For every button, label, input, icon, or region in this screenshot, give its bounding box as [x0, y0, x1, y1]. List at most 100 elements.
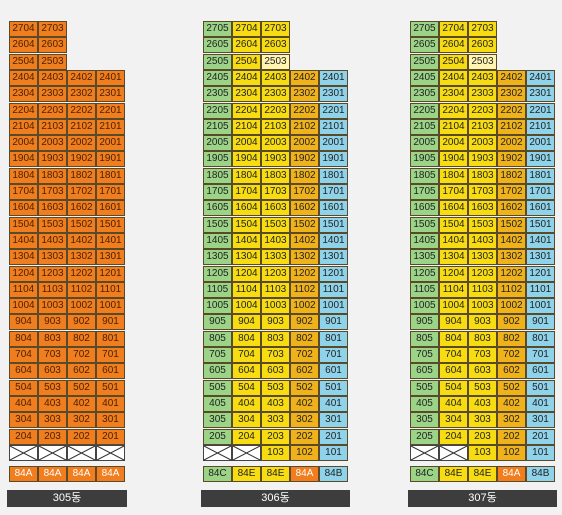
unit-cell: 1303: [468, 249, 497, 266]
unit-cell: 1904: [232, 151, 261, 168]
unit-cell: 1201: [319, 265, 348, 282]
unit-cell: 802: [67, 330, 96, 347]
unit-cell: 2303: [468, 86, 497, 103]
unit-cell: 1503: [261, 216, 290, 233]
unit-cell: 501: [319, 379, 348, 396]
unit-cell: 101: [319, 444, 348, 461]
unit-cell: 405: [203, 395, 232, 412]
unit-cell: 1502: [497, 216, 526, 233]
unit-cell: 1101: [319, 281, 348, 298]
unit-cell: 103: [468, 444, 497, 461]
unit-cell: 1901: [526, 151, 555, 168]
unit-cell: 504: [439, 379, 468, 396]
unit-cell: 2305: [410, 86, 439, 103]
unit-cell: 803: [468, 330, 497, 347]
unit-cell: 502: [67, 379, 96, 396]
unit-cell: 2403: [261, 69, 290, 86]
unit-cell: 2605: [410, 37, 439, 54]
empty-unit-cell: [410, 444, 439, 461]
unit-cell: 604: [232, 363, 261, 380]
unit-cell: 102: [290, 444, 319, 461]
unit-cell: 2703: [468, 21, 497, 37]
unit-cell: 1205: [410, 265, 439, 282]
unit-cell: 1701: [319, 184, 348, 200]
unit-cell: 102: [497, 444, 526, 461]
unit-cell: 101: [526, 444, 555, 461]
unit-cell: 201: [319, 428, 348, 445]
unit-cell: 1802: [67, 167, 96, 184]
unit-cell: 2403: [468, 69, 497, 86]
unit-cell: 1503: [38, 216, 67, 233]
unit-cell: 1004: [439, 298, 468, 315]
unit-cell: 801: [96, 330, 125, 347]
unit-cell: 2003: [261, 135, 290, 152]
unit-cell: 1401: [526, 232, 555, 249]
unit-cell: 1001: [319, 298, 348, 315]
unit-cell: 2405: [410, 69, 439, 86]
empty-unit-cell: [232, 444, 261, 461]
unit-cell: 1402: [67, 232, 96, 249]
unit-cell: 1102: [67, 281, 96, 298]
unit-cell: 1405: [410, 232, 439, 249]
unit-cell: 701: [96, 347, 125, 363]
unit-cell: 1204: [439, 265, 468, 282]
unit-cell: 1701: [96, 184, 125, 200]
unit-cell: 1703: [468, 184, 497, 200]
unit-cell: 704: [439, 347, 468, 363]
unit-cell: 2204: [232, 102, 261, 119]
unit-cell: 503: [261, 379, 290, 396]
unit-cell: 1302: [67, 249, 96, 266]
unit-cell: 2104: [232, 118, 261, 135]
unit-cell: 1103: [261, 281, 290, 298]
unit-cell: 2704: [232, 21, 261, 37]
unit-cell: 2603: [38, 37, 67, 54]
unit-cell: 1902: [497, 151, 526, 168]
unit-cell: 2102: [497, 118, 526, 135]
unit-cell: 1805: [410, 167, 439, 184]
unit-cell: 704: [9, 347, 38, 363]
unit-cell: 1402: [497, 232, 526, 249]
unit-cell: 2202: [67, 102, 96, 119]
unit-cell: 2001: [526, 135, 555, 152]
unit-cell: 1703: [261, 184, 290, 200]
unit-cell: 603: [38, 363, 67, 380]
unit-cell: 1901: [96, 151, 125, 168]
unit-cell: 1002: [67, 298, 96, 315]
unit-cell: 2103: [38, 118, 67, 135]
unit-cell: 1404: [439, 232, 468, 249]
unit-cell: 1804: [232, 167, 261, 184]
unit-cell: 1305: [203, 249, 232, 266]
unit-cell: 1801: [319, 167, 348, 184]
unit-cell: 202: [67, 428, 96, 445]
unit-cell: 1205: [203, 265, 232, 282]
unit-cell: 1303: [261, 249, 290, 266]
unit-cell: 2105: [203, 118, 232, 135]
unit-cell: 1505: [203, 216, 232, 233]
unit-cell: 503: [38, 379, 67, 396]
empty-unit-cell: [203, 444, 232, 461]
unit-cell: 1105: [203, 281, 232, 298]
unit-cell: 2703: [38, 21, 67, 37]
unit-cell: 1202: [497, 265, 526, 282]
unit-cell: 902: [67, 314, 96, 331]
unit-cell: 1504: [232, 216, 261, 233]
unit-cell: 1902: [67, 151, 96, 168]
unit-cell: 1605: [203, 200, 232, 217]
unit-cell: 2704: [9, 21, 38, 37]
unit-cell: 604: [9, 363, 38, 380]
unit-cell: 403: [261, 395, 290, 412]
unit-cell: 1003: [261, 298, 290, 315]
unit-cell: 1403: [468, 232, 497, 249]
unit-cell: 801: [319, 330, 348, 347]
unit-cell: 2405: [203, 69, 232, 86]
unit-cell: 1501: [319, 216, 348, 233]
unit-cell: 2503: [261, 53, 290, 70]
unit-cell: 2505: [410, 53, 439, 70]
unit-cell: 2004: [439, 135, 468, 152]
unit-cell: 904: [9, 314, 38, 331]
unit-cell: 503: [468, 379, 497, 396]
unit-cell: 1604: [232, 200, 261, 217]
unit-cell: 2101: [96, 118, 125, 135]
unit-cell: 2204: [9, 102, 38, 119]
unit-cell: 2301: [319, 86, 348, 103]
